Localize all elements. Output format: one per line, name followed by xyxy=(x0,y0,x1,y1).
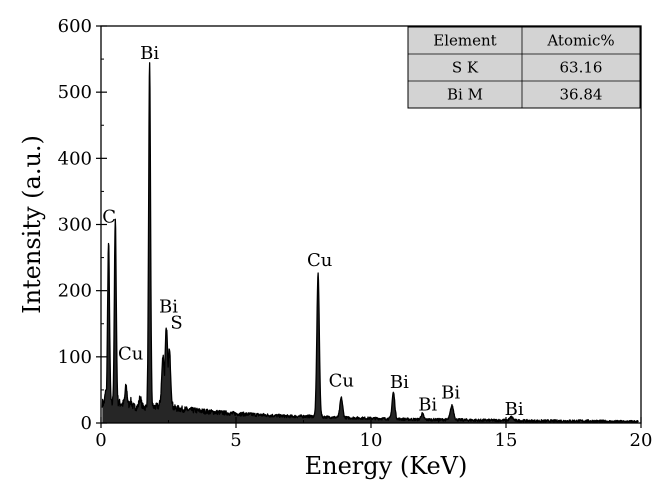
peak-label: Cu xyxy=(307,250,332,271)
table-background xyxy=(407,26,641,109)
spectrum-line xyxy=(101,62,639,424)
x-axis-title: Energy (KeV) xyxy=(305,452,468,480)
atomic-percent-table: Element Atomic% S K 63.16 Bi M 36.84 xyxy=(407,26,641,109)
peak-label: S xyxy=(170,312,182,333)
peak-label: Bi xyxy=(390,372,409,393)
y-axis-title: Intensity (a.u.) xyxy=(18,135,46,314)
table-header-cell: Element xyxy=(433,32,496,50)
peak-label: Cu xyxy=(118,343,143,364)
peak-label: Bi xyxy=(418,394,437,415)
x-tick-label: 0 xyxy=(95,430,106,451)
peak-label: Bi xyxy=(140,43,159,64)
spectrum-series xyxy=(101,62,639,424)
x-tick-label: 15 xyxy=(495,430,518,451)
x-tick-label: 10 xyxy=(360,430,383,451)
y-tick-label: 300 xyxy=(58,215,92,236)
peak-label: Bi xyxy=(159,297,178,318)
table-header-cell: Atomic% xyxy=(546,32,614,50)
y-tick-label: 0 xyxy=(81,413,92,434)
table-cell: 63.16 xyxy=(560,59,603,77)
y-tick-label: 200 xyxy=(58,281,92,302)
peak-label: Bi xyxy=(441,383,460,404)
x-tick-label: 20 xyxy=(630,430,653,451)
y-tick-label: 600 xyxy=(58,16,92,37)
table-cell: Bi M xyxy=(447,86,483,104)
spectrum-fill xyxy=(102,62,639,424)
table-cell: S K xyxy=(452,59,479,77)
y-tick-label: 500 xyxy=(58,82,92,103)
peak-label: C xyxy=(102,207,116,228)
x-tick-label: 5 xyxy=(230,430,241,451)
peak-label: Bi xyxy=(505,399,524,420)
y-tick-label: 100 xyxy=(58,347,92,368)
table-cell: 36.84 xyxy=(560,86,603,104)
y-tick-label: 400 xyxy=(58,148,92,169)
peak-label: Cu xyxy=(329,371,354,392)
